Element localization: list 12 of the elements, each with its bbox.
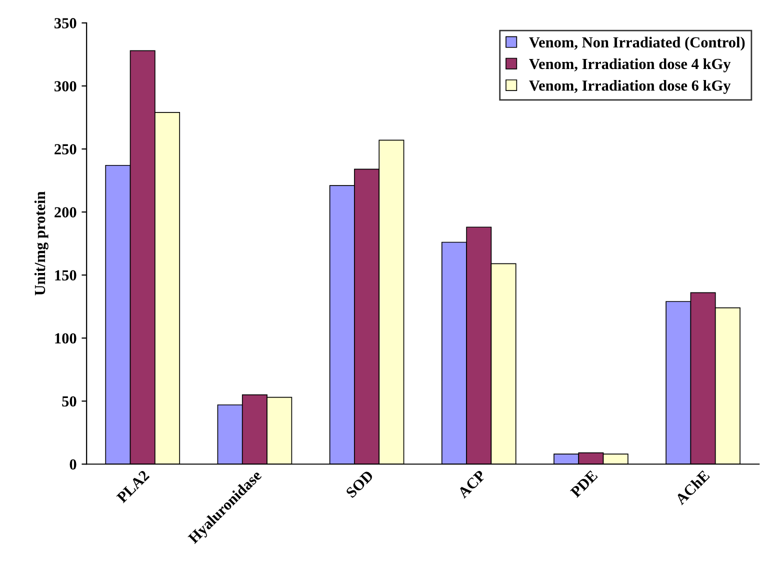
y-tick-label: 50: [62, 396, 76, 407]
y-tick-label: 100: [55, 333, 76, 344]
legend-label: Venom, Irradiation dose 4 kGy: [529, 58, 731, 72]
legend-label: Venom, Non Irradiated (Control): [529, 36, 745, 51]
y-tick-label: 350: [54, 18, 76, 28]
legend-label: Venom, Irradiation dose 6 kGy: [529, 80, 731, 94]
y-tick-label: 150: [55, 270, 76, 280]
y-tick-label: 250: [54, 144, 76, 154]
y-tick-label: 0: [70, 459, 76, 470]
y-axis-title: Unit/mg protein: [34, 191, 48, 296]
y-tick-label: 200: [54, 207, 76, 218]
y-tick-label: 300: [54, 81, 76, 92]
